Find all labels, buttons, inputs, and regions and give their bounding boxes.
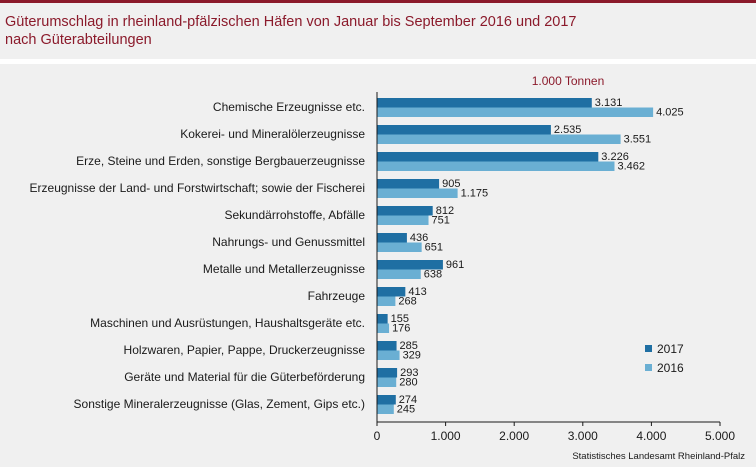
- data-label-2017: 812: [436, 205, 454, 217]
- data-label-2017: 905: [442, 178, 460, 190]
- data-label-2016: 751: [432, 215, 450, 227]
- data-label-2016: 280: [399, 377, 417, 389]
- bar-2016: [377, 404, 394, 414]
- category-label: Maschinen und Ausrüstungen, Haushaltsger…: [90, 316, 365, 330]
- bar-2016: [377, 350, 400, 360]
- data-label-2017: 961: [446, 259, 464, 271]
- bar-2016: [377, 269, 421, 279]
- bar-2017: [377, 368, 398, 378]
- bar-2016: [377, 215, 429, 225]
- top-accent-bar: [0, 0, 756, 3]
- bar-2017: [377, 179, 440, 189]
- category-label: Erze, Steine und Erden, sonstige Bergbau…: [76, 154, 365, 168]
- category-label: Erzeugnisse der Land- und Forstwirtschaf…: [30, 181, 365, 195]
- data-label-2016: 176: [392, 323, 410, 335]
- data-label-2017: 413: [408, 286, 426, 298]
- x-tick-label: 0: [374, 429, 381, 443]
- bar-2017: [377, 287, 406, 297]
- category-label: Fahrzeuge: [308, 289, 366, 303]
- x-tick-label: 1.000: [431, 429, 461, 443]
- legend-swatch-2017: [645, 345, 652, 352]
- data-label-2016: 268: [398, 296, 416, 308]
- data-label-2017: 3.131: [595, 97, 623, 109]
- category-label: Sonstige Mineralerzeugnisse (Glas, Zemen…: [74, 397, 365, 411]
- data-label-2016: 651: [425, 242, 443, 254]
- bar-2017: [377, 98, 592, 108]
- bar-2016: [377, 323, 390, 333]
- bar-2017: [377, 341, 397, 351]
- source-note: Statistisches Landesamt Rheinland-Pfalz: [572, 451, 745, 462]
- x-axis: 0 1.000 2.000 3.000 4.000 5.000: [374, 92, 735, 443]
- bar-2017: [377, 395, 396, 405]
- data-label-2017: 155: [391, 313, 409, 325]
- bar-2017: [377, 314, 388, 324]
- category-label: Chemische Erzeugnisse etc.: [213, 100, 365, 114]
- data-label-2017: 2.535: [554, 124, 582, 136]
- bar-2016: [377, 377, 397, 387]
- bar-2017: [377, 206, 433, 216]
- bar-2017: [377, 260, 443, 270]
- data-label-2017: 293: [400, 367, 418, 379]
- category-label: Sekundärrohstoffe, Abfälle: [224, 208, 365, 222]
- chart-title-line1: Güterumschlag in rheinland-pfälzischen H…: [5, 14, 577, 30]
- category-label: Holzwaren, Papier, Pappe, Druckerzeugnis…: [124, 343, 366, 357]
- data-label-2017: 285: [400, 340, 418, 352]
- data-label-2017: 274: [399, 394, 417, 406]
- category-label: Nahrungs- und Genussmittel: [212, 235, 365, 249]
- x-tick-label: 3.000: [568, 429, 598, 443]
- bar-2016: [377, 296, 396, 306]
- legend-swatch-2016: [645, 364, 652, 371]
- bar-2016: [377, 188, 458, 198]
- bar-2016: [377, 161, 615, 171]
- data-label-2016: 3.551: [624, 134, 652, 146]
- bars-group: Chemische Erzeugnisse etc. 3.131 4.025 Koke…: [30, 97, 684, 416]
- x-tick-label: 2.000: [499, 429, 529, 443]
- category-label: Geräte und Material für die Güterbeförde…: [124, 370, 365, 384]
- bar-2017: [377, 233, 407, 243]
- data-label-2016: 3.462: [617, 161, 645, 173]
- chart-title: Güterumschlag in rheinland-pfälzischen H…: [5, 13, 745, 49]
- x-tick-label: 4.000: [636, 429, 666, 443]
- data-label-2016: 1.175: [461, 188, 489, 200]
- data-label-2016: 245: [397, 404, 415, 416]
- data-label-2017: 3.226: [601, 151, 629, 163]
- bar-2016: [377, 134, 621, 144]
- chart-title-line2: nach Güterabteilungen: [5, 32, 152, 48]
- unit-label: 1.000 Tonnen: [532, 74, 605, 88]
- data-label-2017: 436: [410, 232, 428, 244]
- bar-2017: [377, 152, 599, 162]
- legend: 2017 2016: [645, 342, 684, 375]
- category-label: Metalle und Metallerzeugnisse: [203, 262, 365, 276]
- bar-2016: [377, 242, 422, 252]
- data-label-2016: 329: [403, 350, 421, 362]
- chart-header: Güterumschlag in rheinland-pfälzischen H…: [0, 3, 756, 59]
- legend-label-2016: 2016: [657, 361, 684, 375]
- legend-label-2017: 2017: [657, 342, 684, 356]
- category-label: Kokerei- und Mineralölerzeugnisse: [180, 127, 365, 141]
- x-tick-label: 5.000: [705, 429, 735, 443]
- data-label-2016: 4.025: [656, 107, 684, 119]
- bar-2017: [377, 125, 551, 135]
- data-label-2016: 638: [424, 269, 442, 281]
- bar-2016: [377, 107, 654, 117]
